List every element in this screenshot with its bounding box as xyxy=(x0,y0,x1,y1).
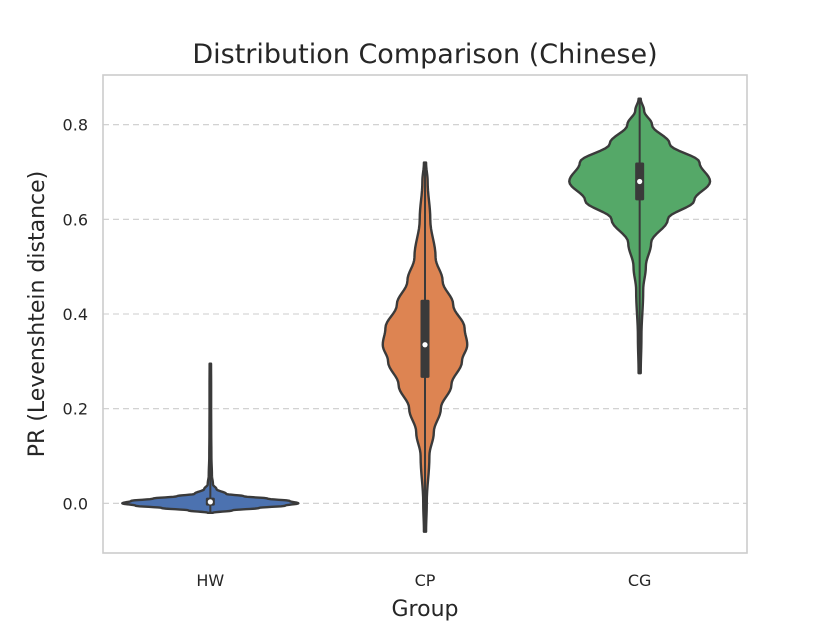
y-tick-label: 0.4 xyxy=(63,305,88,324)
violins xyxy=(121,97,712,533)
y-tick-label: 0.2 xyxy=(63,400,88,419)
y-tick-labels: 0.0 0.2 0.4 0.6 0.8 xyxy=(63,116,88,514)
median-marker xyxy=(207,499,213,505)
median-marker xyxy=(422,342,428,348)
violin-cp xyxy=(381,161,469,533)
violin-hw xyxy=(121,362,300,514)
y-tick-label: 0.6 xyxy=(63,210,88,229)
x-tick-label: HW xyxy=(196,571,224,590)
y-tick-label: 0.8 xyxy=(63,116,88,135)
chart-title: Distribution Comparison (Chinese) xyxy=(192,39,657,70)
iqr-box xyxy=(420,299,430,378)
y-axis-label: PR (Levenshtein distance) xyxy=(25,171,50,457)
x-tick-label: CP xyxy=(415,571,436,590)
violin-cg xyxy=(568,97,712,375)
plot-frame xyxy=(102,74,748,554)
x-tick-label: CG xyxy=(628,571,652,590)
x-tick-labels: HW CP CG xyxy=(196,571,651,590)
median-marker xyxy=(637,178,643,185)
x-axis-label: Group xyxy=(392,597,459,622)
y-tick-label: 0.0 xyxy=(63,494,88,513)
